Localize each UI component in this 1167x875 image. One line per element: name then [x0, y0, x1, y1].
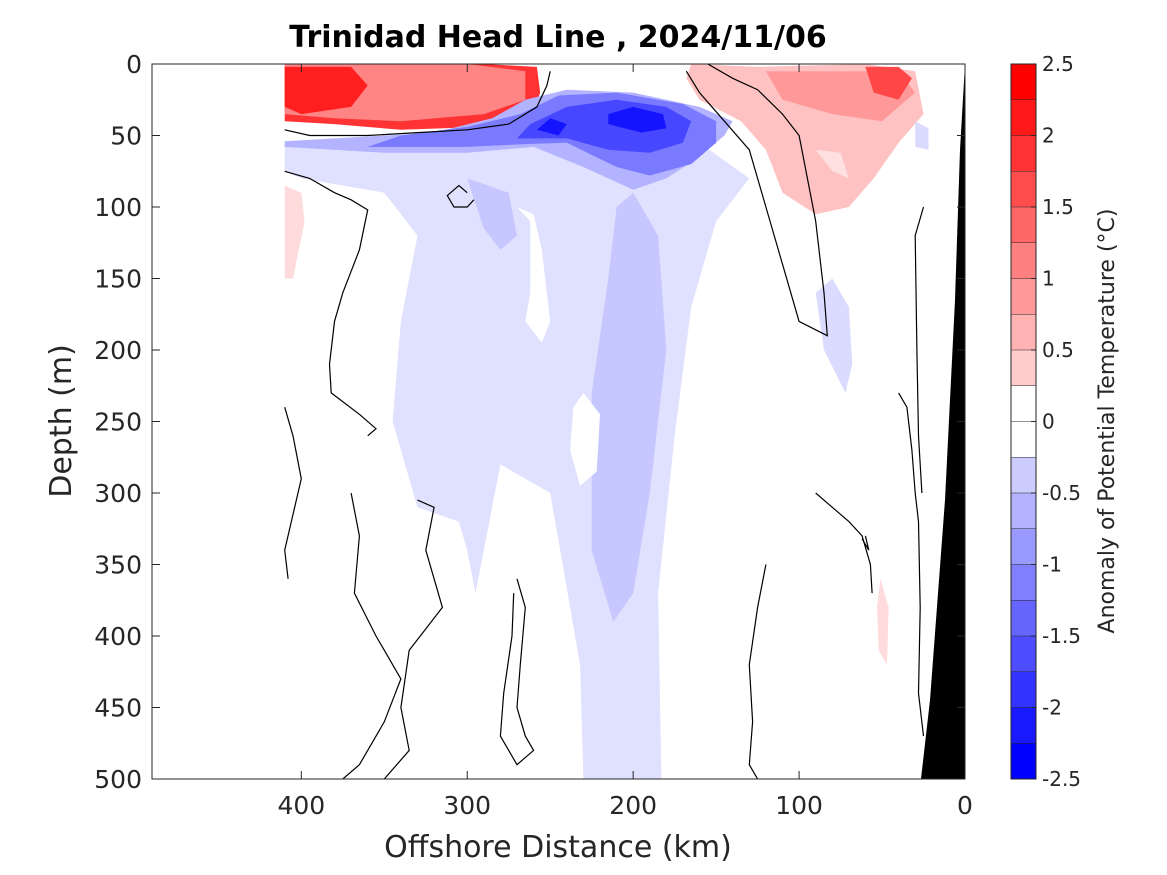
- colorbar-band: [1011, 64, 1036, 101]
- colorbar-tick-label: 2.5: [1042, 52, 1074, 76]
- zero-contour-lines: [284, 64, 925, 779]
- y-tick-label: 250: [94, 408, 142, 437]
- colorbar-tick-label: -1.5: [1042, 624, 1081, 648]
- colorbar-band: [1011, 600, 1036, 637]
- contour-warm-offshore-core: [284, 66, 368, 115]
- x-axis: 400 300 200 100 0: [277, 64, 973, 820]
- colorbar-band: [1011, 385, 1036, 422]
- zero-contour-line: [914, 206, 925, 494]
- colorbar-band: [1011, 314, 1036, 351]
- colorbar-band: [1011, 671, 1036, 708]
- zero-contour-line: [685, 64, 828, 337]
- chart-title: Trinidad Head Line , 2024/11/06: [289, 20, 826, 55]
- colorbar-tick-label: 0.5: [1042, 338, 1074, 362]
- y-tick-label: 500: [94, 765, 142, 794]
- colorbar-tick-label: -0.5: [1042, 481, 1081, 505]
- colorbar-band: [1011, 707, 1036, 744]
- y-tick-label: 450: [94, 694, 142, 723]
- colorbar-band: [1011, 242, 1036, 279]
- zero-contour-line: [446, 184, 475, 208]
- colorbar-band: [1011, 278, 1036, 315]
- contour-warm-nearshore-core: [865, 66, 912, 100]
- zero-contour-line: [499, 578, 535, 766]
- contour-cold-core-inner-west: [536, 118, 567, 136]
- colorbar-label: Anomaly of Potential Temperature (°C): [1095, 209, 1120, 634]
- colorbar-band: [1011, 207, 1036, 244]
- zero-contour-line: [815, 492, 873, 594]
- colorbar-ticks: 2.5 2 1.5 1 0.5 0 -0.5 -1 -1.5 -2 -2.5: [1031, 52, 1081, 791]
- y-tick-label: 0: [126, 50, 142, 79]
- y-tick-label: 300: [94, 479, 142, 508]
- y-tick-label: 50: [110, 122, 142, 151]
- zero-contour-line: [898, 392, 925, 737]
- x-axis-label: Offshore Distance (km): [384, 830, 732, 865]
- zero-contour-line: [284, 71, 551, 137]
- colorbar-band: [1011, 135, 1036, 172]
- bottom-topography: [921, 64, 965, 779]
- x-tick-label: 200: [609, 791, 657, 820]
- x-tick-label: 0: [957, 791, 973, 820]
- contour-neutral-gap-lower: [570, 392, 600, 486]
- x-tick-label: 400: [277, 791, 325, 820]
- colorbar-band: [1011, 171, 1036, 208]
- colorbar-tick-label: -1: [1042, 553, 1062, 577]
- y-tick-label: 150: [94, 265, 142, 294]
- contour-warm-patch-nearshore: [877, 578, 889, 665]
- colorbar-tick-label: 1.5: [1042, 195, 1074, 219]
- colorbar-band: [1011, 636, 1036, 673]
- colorbar-band: [1011, 528, 1036, 565]
- colorbar-band: [1011, 564, 1036, 601]
- zero-contour-line: [284, 170, 377, 437]
- y-axis-label: Depth (m): [44, 344, 79, 498]
- colorbar-band: [1011, 493, 1036, 530]
- contour-neutral-gap-upper: [517, 207, 551, 343]
- colorbar-band: [1011, 99, 1036, 136]
- colorbar-tick-label: -2.5: [1042, 767, 1081, 791]
- zero-contour-line: [748, 564, 767, 779]
- contour-warm-patch-offshore: [284, 185, 305, 279]
- contour-cool-column-nearshore-upper: [915, 121, 929, 150]
- anomaly-field: [284, 64, 929, 779]
- y-axis: 0 50 100 150 200 250 300 350 400 450 500: [94, 50, 965, 794]
- colorbar-tick-label: 1: [1042, 267, 1055, 291]
- colorbar: [1011, 64, 1036, 780]
- contour-cold-core-inner: [608, 106, 667, 133]
- colorbar-tick-label: 0: [1042, 410, 1055, 434]
- colorbar-band: [1011, 421, 1036, 458]
- contour-cool-tongue: [591, 192, 667, 622]
- y-tick-label: 100: [94, 193, 142, 222]
- contour-warm-nearshore-patch: [815, 149, 849, 179]
- zero-contour-line: [284, 407, 302, 579]
- colorbar-band: [1011, 457, 1036, 494]
- zero-contour-line: [342, 492, 402, 779]
- y-tick-label: 200: [94, 336, 142, 365]
- colorbar-tick-label: 2: [1042, 124, 1055, 148]
- zero-contour-line: [861, 535, 870, 551]
- x-tick-label: 300: [443, 791, 491, 820]
- x-tick-label: 100: [775, 791, 823, 820]
- colorbar-band: [1011, 350, 1036, 387]
- y-tick-label: 350: [94, 551, 142, 580]
- colorbar-band: [1011, 743, 1036, 780]
- y-tick-label: 400: [94, 622, 142, 651]
- colorbar-tick-label: -2: [1042, 696, 1062, 720]
- zero-contour-line: [383, 499, 444, 779]
- contour-cool-lobe: [467, 178, 517, 250]
